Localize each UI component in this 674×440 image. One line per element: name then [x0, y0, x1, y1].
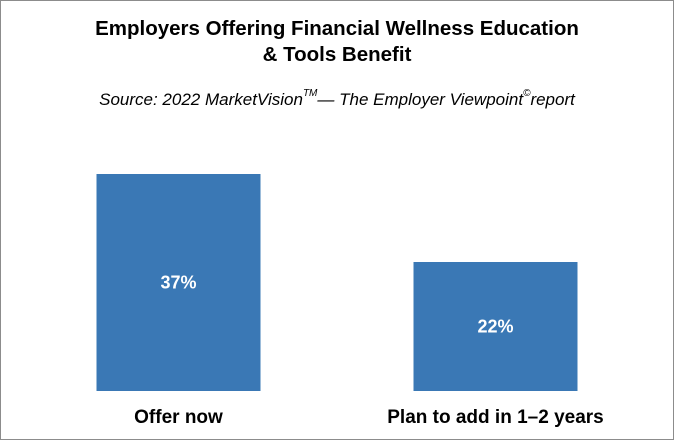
trademark-mark: TM: [302, 88, 318, 100]
chart-title-line-2: & Tools Benefit: [262, 43, 412, 66]
copyright-mark: ©: [523, 88, 531, 100]
data-label-1: 37%: [160, 273, 196, 293]
bar-1: [96, 174, 261, 391]
category-label-2: Plan to add in 1–2 years: [387, 407, 603, 428]
bar-2: [413, 262, 578, 391]
labels-group: 37% Offer now 22% Plan to add in 1–2 years: [134, 273, 604, 429]
bars-group: [96, 174, 578, 391]
chart-title: Employers Offering Financial Wellness Ed…: [0, 16, 674, 68]
subtitle-middle: — The Employer Viewpoint: [317, 90, 524, 109]
data-label-2: 22%: [477, 317, 513, 337]
chart-subtitle: Source: 2022 MarketVisionTM— The Employe…: [0, 88, 674, 110]
subtitle-prefix: Source: 2022 MarketVision: [99, 90, 303, 109]
subtitle-suffix: report: [530, 90, 575, 109]
category-label-1: Offer now: [134, 407, 223, 428]
chart-title-line-1: Employers Offering Financial Wellness Ed…: [95, 17, 579, 40]
